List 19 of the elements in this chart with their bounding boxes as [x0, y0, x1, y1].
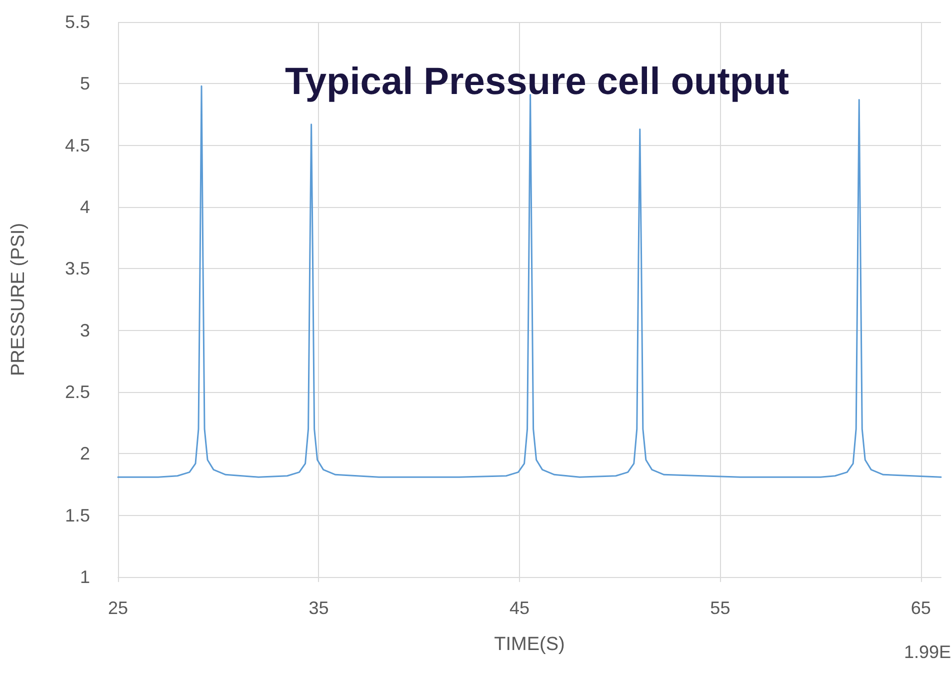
- y-tick-label: 1.5: [64, 505, 90, 526]
- x-tick-label: 45: [509, 598, 530, 618]
- x-tick-label: 35: [308, 598, 329, 618]
- y-tick-label: 2.5: [64, 382, 90, 402]
- x-tick-label: 65: [910, 598, 931, 618]
- y-tick-label: 2: [80, 444, 90, 464]
- x-tick-label: 55: [710, 598, 730, 618]
- y-tick-label: 1: [80, 567, 90, 587]
- y-axis-title: PRESSURE (PSI): [8, 222, 29, 376]
- y-tick-label: 5.5: [64, 12, 90, 32]
- y-tick-label: 3.5: [64, 258, 90, 279]
- y-tick-label: 5: [80, 74, 90, 94]
- y-tick-label: 4.5: [64, 135, 90, 156]
- x-axis-title: TIME(S): [494, 634, 565, 655]
- x-tick-label: 25: [108, 598, 128, 618]
- y-tick-label: 3: [80, 320, 90, 340]
- y-tick-label: 4: [80, 197, 90, 217]
- text: 1.99E: [904, 642, 951, 662]
- text: Typical Pressure cell output: [284, 61, 790, 103]
